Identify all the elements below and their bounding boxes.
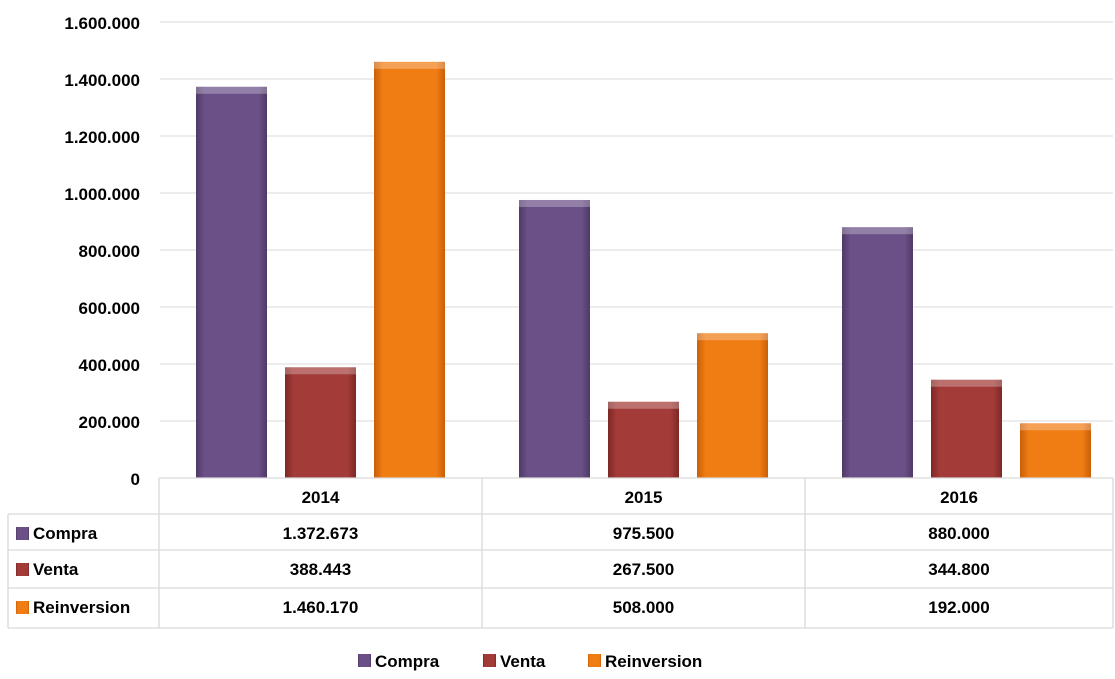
bar-bevel <box>842 227 913 235</box>
bar <box>697 333 768 478</box>
bar-bevel <box>196 86 267 94</box>
table-legend-key <box>16 527 29 540</box>
bar-bevel <box>285 367 356 375</box>
y-tick-label: 400.000 <box>79 356 140 375</box>
bar-venta-2016 <box>931 379 1002 478</box>
x-tick-label: 2014 <box>302 488 340 507</box>
y-tick-label: 1.400.000 <box>64 71 140 90</box>
y-tick-label: 600.000 <box>79 299 140 318</box>
bar-venta-2014 <box>285 367 356 478</box>
data-label: 267.500 <box>613 560 674 579</box>
bar-venta-2015 <box>608 401 679 478</box>
bar-compra-2016 <box>842 227 913 478</box>
y-tick-label: 1.600.000 <box>64 14 140 33</box>
data-label: 975.500 <box>613 524 674 543</box>
y-tick-label: 1.200.000 <box>64 128 140 147</box>
bar-bevel <box>1020 423 1091 431</box>
bar-bevel <box>697 333 768 341</box>
data-table: 2014 2015 2016 Compra 1.372.673 975.500 880.00… <box>7 477 1114 629</box>
bar <box>842 227 913 478</box>
table-legend-key <box>16 601 29 614</box>
bar-reinversion-2016 <box>1020 423 1091 478</box>
bar-compra-2014 <box>196 86 267 478</box>
bar-compra-2015 <box>519 199 590 479</box>
y-axis-tick-labels: 0 200.000 400.000 600.000 800.000 1.000.000 1.… <box>64 14 140 489</box>
legend-label-compra: Compra <box>375 652 440 671</box>
data-label: 880.000 <box>928 524 989 543</box>
bar <box>1020 423 1091 478</box>
legend: Compra Venta Reinversion <box>358 652 702 671</box>
data-label: 388.443 <box>290 560 351 579</box>
y-tick-label: 800.000 <box>79 242 140 261</box>
x-tick-label: 2016 <box>940 488 978 507</box>
table-row-label: Venta <box>33 560 79 579</box>
bar <box>519 199 590 479</box>
y-tick-label: 1.000.000 <box>64 185 140 204</box>
bar-bevel <box>608 401 679 409</box>
bar-bevel <box>374 61 445 69</box>
bar-bevel <box>519 199 590 207</box>
data-label: 508.000 <box>613 598 674 617</box>
table-legend-key <box>16 563 29 576</box>
legend-swatch-reinversion <box>588 654 601 667</box>
legend-label-reinversion: Reinversion <box>605 652 702 671</box>
legend-label-venta: Venta <box>500 652 546 671</box>
data-label: 1.460.170 <box>283 598 359 617</box>
table-row-label: Compra <box>33 524 98 543</box>
data-label: 192.000 <box>928 598 989 617</box>
bar <box>285 367 356 478</box>
legend-swatch-venta <box>483 654 496 667</box>
x-tick-label: 2015 <box>625 488 663 507</box>
bar-reinversion-2014 <box>374 61 445 478</box>
bar-bevel <box>931 379 1002 387</box>
table-row-label: Reinversion <box>33 598 130 617</box>
y-tick-label: 0 <box>131 470 140 489</box>
y-tick-label: 200.000 <box>79 413 140 432</box>
bars <box>196 61 1091 479</box>
bar <box>608 401 679 478</box>
legend-swatch-compra <box>358 654 371 667</box>
gridlines <box>160 21 1113 422</box>
bar <box>374 61 445 478</box>
data-label: 344.800 <box>928 560 989 579</box>
data-label: 1.372.673 <box>283 524 359 543</box>
bar-reinversion-2015 <box>697 333 768 478</box>
bar <box>196 86 267 478</box>
bar <box>931 379 1002 478</box>
